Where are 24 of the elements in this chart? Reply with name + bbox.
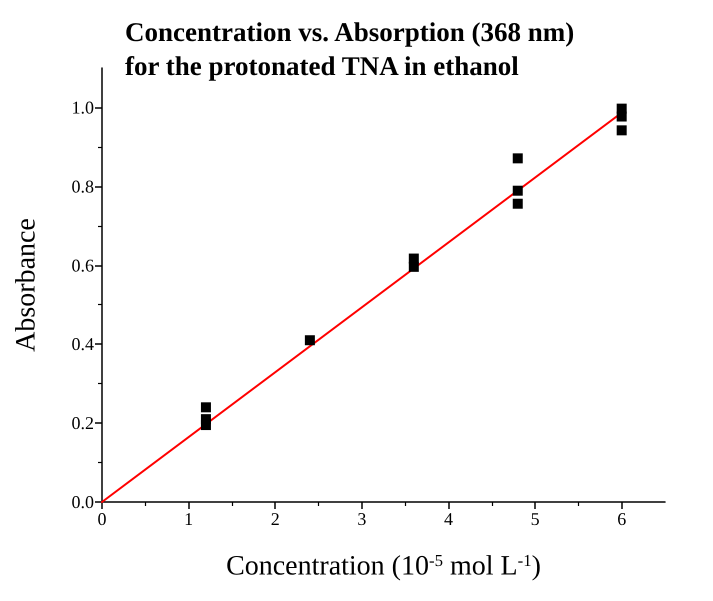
point: [512, 198, 523, 209]
x-tick-label: 6: [617, 509, 626, 529]
x-tick-label: 4: [444, 509, 453, 529]
y-tick-label: 1.0: [72, 97, 94, 118]
y-tick-label: 0.2: [72, 413, 94, 434]
point: [512, 153, 523, 164]
point: [616, 112, 627, 122]
y-tick-label: 0.8: [72, 176, 94, 196]
point: [200, 402, 211, 412]
x-tick-label: 3: [357, 509, 366, 529]
x-tick-label: 0: [98, 509, 106, 529]
point: [304, 335, 315, 346]
point: [616, 125, 627, 136]
y-axis-title: Absorbance: [10, 218, 42, 352]
point: [408, 262, 419, 272]
point: [200, 420, 211, 430]
y-tick-label: 0.4: [72, 334, 94, 354]
y-tick-label: 0.0: [72, 492, 94, 512]
x-tick-label: 2: [270, 509, 280, 529]
y-tick-label: 0.6: [72, 255, 94, 276]
x-tick-label: 5: [530, 509, 540, 529]
chart-title: Concentration vs. Absorption (368 nm) for the protonated TNA in ethanol: [125, 17, 574, 81]
point: [512, 186, 523, 196]
x-tick-label: 1: [184, 509, 194, 529]
